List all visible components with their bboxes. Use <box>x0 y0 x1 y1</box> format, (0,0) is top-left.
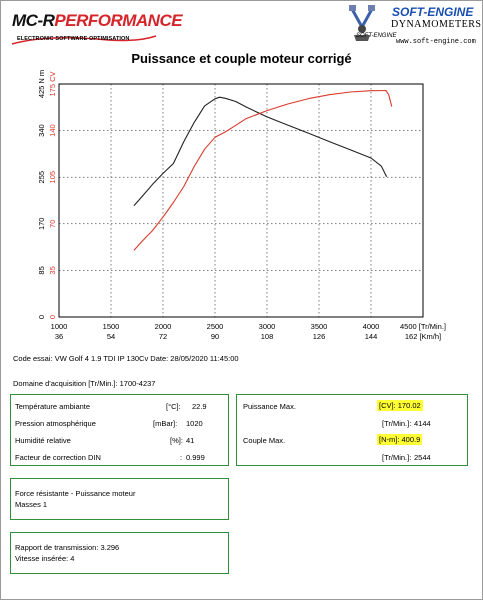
x-secondary-tick-label: 72 <box>159 332 167 341</box>
result-unit: [Tr/Min.]: <box>382 453 412 462</box>
mcr-logo-part1: MC-R <box>12 11 55 30</box>
max-torque-highlight: [N-m]: 400.9 <box>377 434 423 445</box>
resistance-line2: Masses 1 <box>15 500 48 509</box>
soft-engine-tagline: DYNAMOMETERS <box>391 19 482 30</box>
resistance-line1: Force résistante - Puissance moteur <box>15 489 136 498</box>
torque-curve <box>133 96 388 207</box>
x-tick-label: 3000 <box>259 322 276 331</box>
test-code-line: Code essai: VW Golf 4 1.9 TDI IP 130Cv D… <box>13 354 239 363</box>
results-box: Puissance Max. [CV]: 170.02 [Tr/Min.]: 4… <box>236 394 468 466</box>
condition-unit: [mBar]: <box>153 419 178 428</box>
y-power-tick-label: 35 <box>48 266 57 274</box>
result-label: Couple Max. <box>243 436 286 445</box>
result-label: Puissance Max. <box>243 402 296 411</box>
y-torque-tick-label: 0 <box>37 315 46 319</box>
x-tick-label: 1500 <box>103 322 120 331</box>
resistance-box: Force résistante - Puissance moteur Mass… <box>10 478 229 520</box>
condition-value: 1020 <box>186 419 203 428</box>
x-secondary-tick-label: 162 [Km/h] <box>405 332 441 341</box>
x-secondary-tick-label: 126 <box>313 332 326 341</box>
result-unit: [N-m]: <box>379 435 400 444</box>
transmission-ratio: Rapport de transmission: 3.296 <box>15 543 120 552</box>
y-power-tick-label: 105 <box>48 171 57 184</box>
plot-frame <box>58 83 424 318</box>
x-tick-label: 4500 [Tr/Min.] <box>400 322 446 331</box>
condition-unit: [°C]: <box>166 402 181 411</box>
y-torque-tick-label: 425 N m <box>37 70 46 98</box>
y-torque-tick-label: 85 <box>37 266 46 274</box>
x-tick-label: 1000 <box>51 322 68 331</box>
soft-engine-small-logo: SOFT-ENGINE <box>356 33 397 39</box>
condition-label: Température ambiante <box>15 402 91 411</box>
result-value: 2544 <box>414 453 431 462</box>
mcr-logo-subtitle: ELECTRONIC SOFTWARE OPTIMISATION <box>17 36 130 42</box>
y-power-tick-label: 0 <box>48 315 57 319</box>
condition-value: 41 <box>186 436 195 445</box>
mcr-logo-swoosh <box>11 35 157 45</box>
chart-grid <box>58 83 424 318</box>
acquisition-domain-line: Domaine d'acquisition [Tr/Min.]: 1700-42… <box>13 379 156 388</box>
condition-label: Facteur de correction DIN <box>15 453 101 462</box>
result-value: 4144 <box>414 419 431 428</box>
x-tick-label: 2500 <box>207 322 224 331</box>
condition-unit: [%]: <box>170 436 183 445</box>
x-secondary-tick-label: 108 <box>261 332 274 341</box>
chart-series <box>133 90 393 251</box>
x-tick-label: 3500 <box>311 322 328 331</box>
result-value: 170.02 <box>397 401 421 410</box>
chart-title: Puissance et couple moteur corrigé <box>131 51 352 66</box>
mcr-logo-part2: PERFORMANCE <box>54 11 183 30</box>
y-power-tick-label: 175 CV <box>48 71 57 96</box>
x-tick-label: 2000 <box>155 322 172 331</box>
transmission-box: Rapport de transmission: 3.296 Vitesse i… <box>10 532 229 574</box>
power-curve <box>133 90 393 251</box>
x-secondary-tick-label: 144 <box>365 332 378 341</box>
transmission-gear: Vitesse insérée: 4 <box>15 554 75 563</box>
soft-engine-brand: SOFT-ENGINE <box>392 5 474 19</box>
condition-unit: : <box>180 453 183 462</box>
x-secondary-tick-label: 90 <box>211 332 219 341</box>
condition-label: Humidité relative <box>15 436 71 445</box>
result-value: 400.9 <box>401 435 421 444</box>
x-tick-label: 4000 <box>363 322 380 331</box>
mcr-logo: MC-RPERFORMANCE <box>12 11 183 31</box>
conditions-box: Température ambiante [°C]: 22.9 Pression… <box>10 394 229 466</box>
y-power-tick-label: 140 <box>48 124 57 137</box>
y-power-tick-label: 70 <box>48 220 57 228</box>
soft-engine-emblem-icon <box>349 5 375 41</box>
soft-engine-url: www.soft-engine.com <box>396 38 476 46</box>
condition-value: 0.999 <box>186 453 205 462</box>
chart-ticks: 1000361500542000722500903000108350012640… <box>37 70 446 341</box>
y-torque-tick-label: 170 <box>37 218 46 231</box>
x-secondary-tick-label: 36 <box>55 332 63 341</box>
condition-label: Pression atmosphérique <box>15 419 96 428</box>
x-secondary-tick-label: 54 <box>107 332 115 341</box>
result-unit: [CV]: <box>379 401 396 410</box>
condition-value: 22.9 <box>192 402 207 411</box>
y-torque-tick-label: 255 <box>37 171 46 184</box>
dyno-chart: 1000361500542000722500903000108350012640… <box>37 70 446 341</box>
y-torque-tick-label: 340 <box>37 124 46 137</box>
result-unit: [Tr/Min.]: <box>382 419 412 428</box>
max-power-highlight: [CV]: 170.02 <box>377 400 423 411</box>
